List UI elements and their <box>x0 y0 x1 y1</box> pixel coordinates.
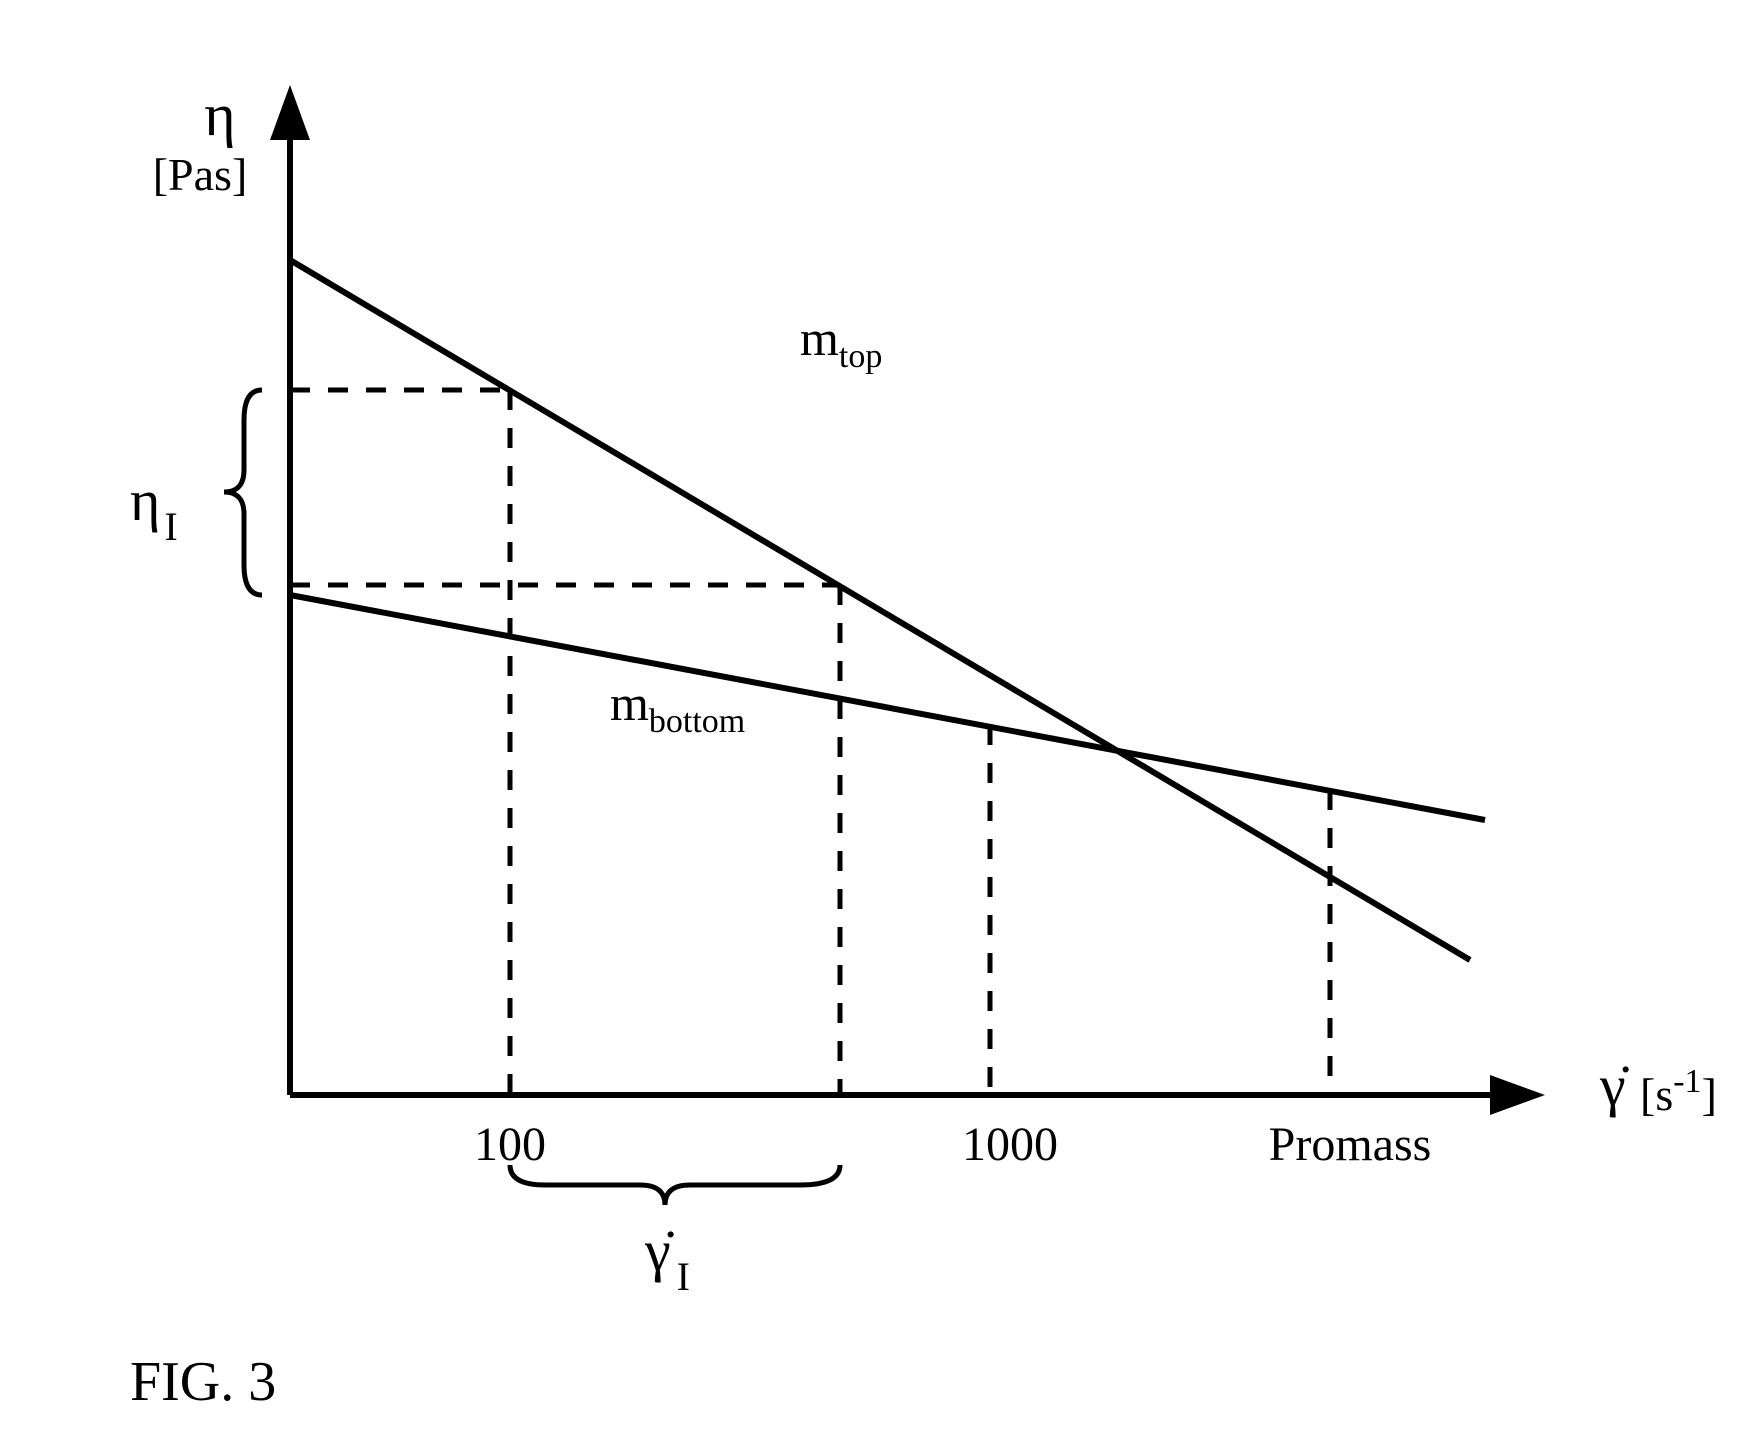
gamma-range-brace <box>510 1165 840 1205</box>
x-axis-arrow <box>1490 1075 1545 1115</box>
eta-range-label: ηI <box>130 468 178 549</box>
svg-text:γ̇: γ̇ <box>1599 1053 1630 1118</box>
eta-range-brace <box>224 390 262 595</box>
figure-caption: FIG. 3 <box>130 1351 276 1413</box>
x-tick-100: 100 <box>474 1118 546 1171</box>
series-bottom-label: mbottom <box>610 675 745 740</box>
x-tick-1000: 1000 <box>962 1118 1058 1171</box>
y-axis-unit: [Pas] <box>153 149 248 200</box>
y-axis-symbol: η <box>204 82 235 148</box>
series-bottom-line <box>290 595 1485 820</box>
x-tick-promass: Promass <box>1269 1118 1432 1171</box>
y-axis-arrow <box>270 85 310 140</box>
svg-text:[s-1]: [s-1] <box>1640 1063 1717 1120</box>
x-axis-label: γ̇ [s-1] <box>1599 1053 1717 1120</box>
gamma-range-label: γ̇I <box>644 1218 690 1299</box>
series-top-label: mtop <box>800 310 882 375</box>
